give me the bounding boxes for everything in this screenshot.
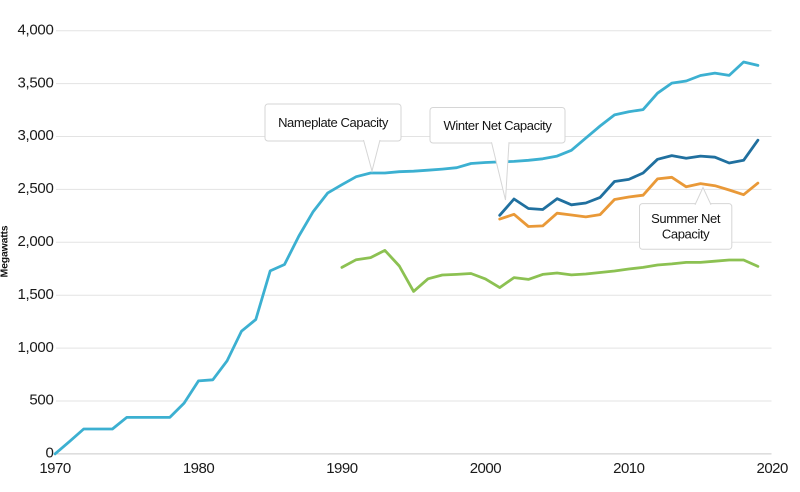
svg-text:2000: 2000 <box>470 460 502 477</box>
svg-text:1,500: 1,500 <box>17 286 53 303</box>
svg-text:2010: 2010 <box>613 460 645 477</box>
svg-text:Winter Net Capacity: Winter Net Capacity <box>444 118 553 133</box>
svg-text:Megawatts: Megawatts <box>0 225 11 277</box>
svg-text:1990: 1990 <box>326 460 358 477</box>
svg-text:1970: 1970 <box>39 460 71 477</box>
svg-text:3,500: 3,500 <box>17 74 53 91</box>
svg-text:2,500: 2,500 <box>17 180 53 197</box>
svg-text:500: 500 <box>29 392 53 409</box>
svg-text:1980: 1980 <box>183 460 215 477</box>
svg-text:2020: 2020 <box>757 460 789 477</box>
svg-text:Nameplate Capacity: Nameplate Capacity <box>278 115 389 130</box>
svg-text:4,000: 4,000 <box>17 21 53 38</box>
svg-text:2,000: 2,000 <box>17 233 53 250</box>
svg-text:1,000: 1,000 <box>17 339 53 356</box>
svg-text:0: 0 <box>45 445 53 462</box>
svg-text:Summer Net: Summer Net <box>651 211 721 226</box>
svg-text:Capacity: Capacity <box>662 227 710 242</box>
svg-text:3,000: 3,000 <box>17 127 53 144</box>
